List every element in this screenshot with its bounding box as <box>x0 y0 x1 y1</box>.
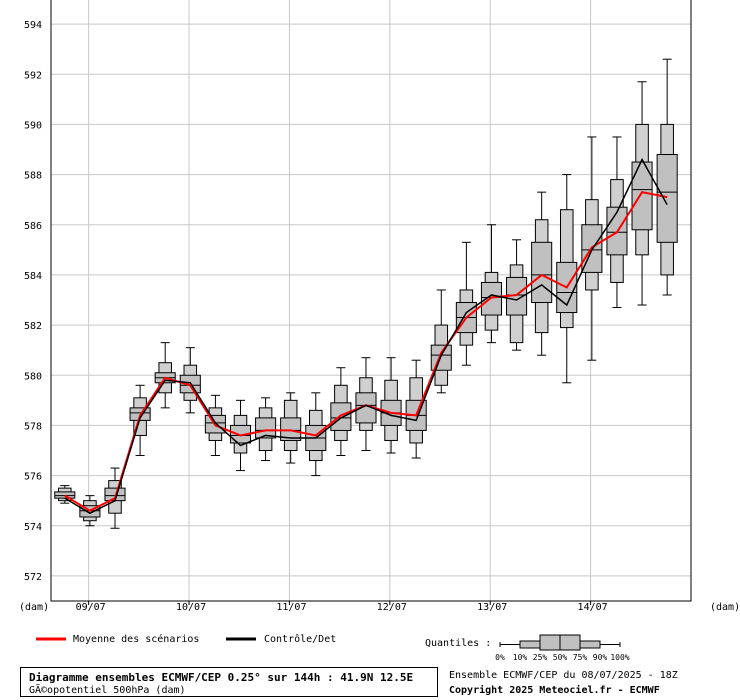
y-axis-unit-right: (dam) <box>710 602 740 613</box>
y-tick-label: 578 <box>24 421 42 432</box>
copyright: Copyright 2025 Meteociel.fr - ECMWF <box>449 685 660 696</box>
control-line <box>64 157 668 515</box>
y-tick-label: 582 <box>24 321 42 332</box>
box-plot <box>355 357 377 451</box>
box-plot <box>380 357 402 454</box>
box-plot <box>330 367 352 457</box>
box-25-75 <box>531 241 553 304</box>
grid <box>51 0 691 601</box>
legend-quantile-tick: 90% <box>593 653 608 662</box>
box-25-75 <box>54 491 76 499</box>
legend-quantile-tick: 75% <box>573 653 588 662</box>
legend: Moyenne des scénarios Contrôle/Det Quant… <box>36 633 630 662</box>
box-plot <box>255 397 277 462</box>
legend-quantile-tick: 100% <box>610 653 629 662</box>
y-tick-label: 584 <box>24 271 42 282</box>
box-plots <box>54 58 678 529</box>
box-plot <box>506 239 528 351</box>
run-info: Ensemble ECMWF/CEP du 08/07/2025 - 18Z <box>449 670 678 681</box>
legend-quantile-tick: 10% <box>513 653 528 662</box>
legend-quantile-box <box>499 634 621 651</box>
y-axis-unit-left: (dam) <box>19 602 49 613</box>
chart-title-box: Diagramme ensembles ECMWF/CEP 0.25° sur … <box>20 667 438 697</box>
y-tick-label: 590 <box>24 120 42 131</box>
box-plot <box>455 241 477 366</box>
y-tick-label: 588 <box>24 171 42 182</box>
legend-control-label: Contrôle/Det <box>264 633 336 645</box>
legend-mean-label: Moyenne des scénarios <box>73 633 199 645</box>
box-plot <box>531 191 553 356</box>
y-tick-label: 576 <box>24 472 42 483</box>
box-plot <box>480 224 503 344</box>
x-tick-label: 14/07 <box>578 602 608 613</box>
legend-quantile-tick: 50% <box>553 653 568 662</box>
y-axis: 572 574 576 578 580 582 584 586 588 590 592 594 <box>24 20 42 583</box>
legend-quantile-tick: 0% <box>495 653 505 662</box>
y-tick-label: 594 <box>24 20 42 31</box>
x-axis: 09/07 10/07 11/07 12/07 13/07 14/07 <box>76 601 608 613</box>
legend-quantiles-label: Quantiles : <box>425 638 491 649</box>
y-tick-label: 592 <box>24 70 42 81</box>
box-plot <box>154 342 176 409</box>
box-25-75 <box>430 344 452 371</box>
x-tick-label: 13/07 <box>477 602 507 613</box>
box-plot <box>556 174 578 384</box>
box-plot <box>179 347 201 414</box>
box-25-75 <box>631 161 653 231</box>
y-tick-label: 574 <box>24 522 42 533</box>
chart-title: Diagramme ensembles ECMWF/CEP 0.25° sur … <box>29 671 414 684</box>
y-tick-label: 580 <box>24 371 42 382</box>
x-tick-label: 09/07 <box>76 602 106 613</box>
box-plot <box>656 58 678 296</box>
box-25-75 <box>255 417 277 439</box>
legend-quantile-tick: 25% <box>533 653 548 662</box>
chart-subtitle: GÃ©opotentiel 500hPa (dam) <box>29 685 186 696</box>
box-25-75 <box>280 417 302 441</box>
plot-frame <box>50 0 692 602</box>
y-tick-label: 586 <box>24 221 42 232</box>
box-25-75 <box>656 154 678 243</box>
y-tick-label: 572 <box>24 572 42 583</box>
x-tick-label: 11/07 <box>276 602 306 613</box>
x-tick-label: 10/07 <box>176 602 206 613</box>
box-plot <box>280 392 302 464</box>
x-tick-label: 12/07 <box>377 602 407 613</box>
legend-quantile-ticks: 0% 10% 25% 50% 75% 90% 100% <box>495 653 630 662</box>
series-lines <box>64 157 668 515</box>
box-plot <box>631 81 653 306</box>
mean-line <box>64 191 668 512</box>
